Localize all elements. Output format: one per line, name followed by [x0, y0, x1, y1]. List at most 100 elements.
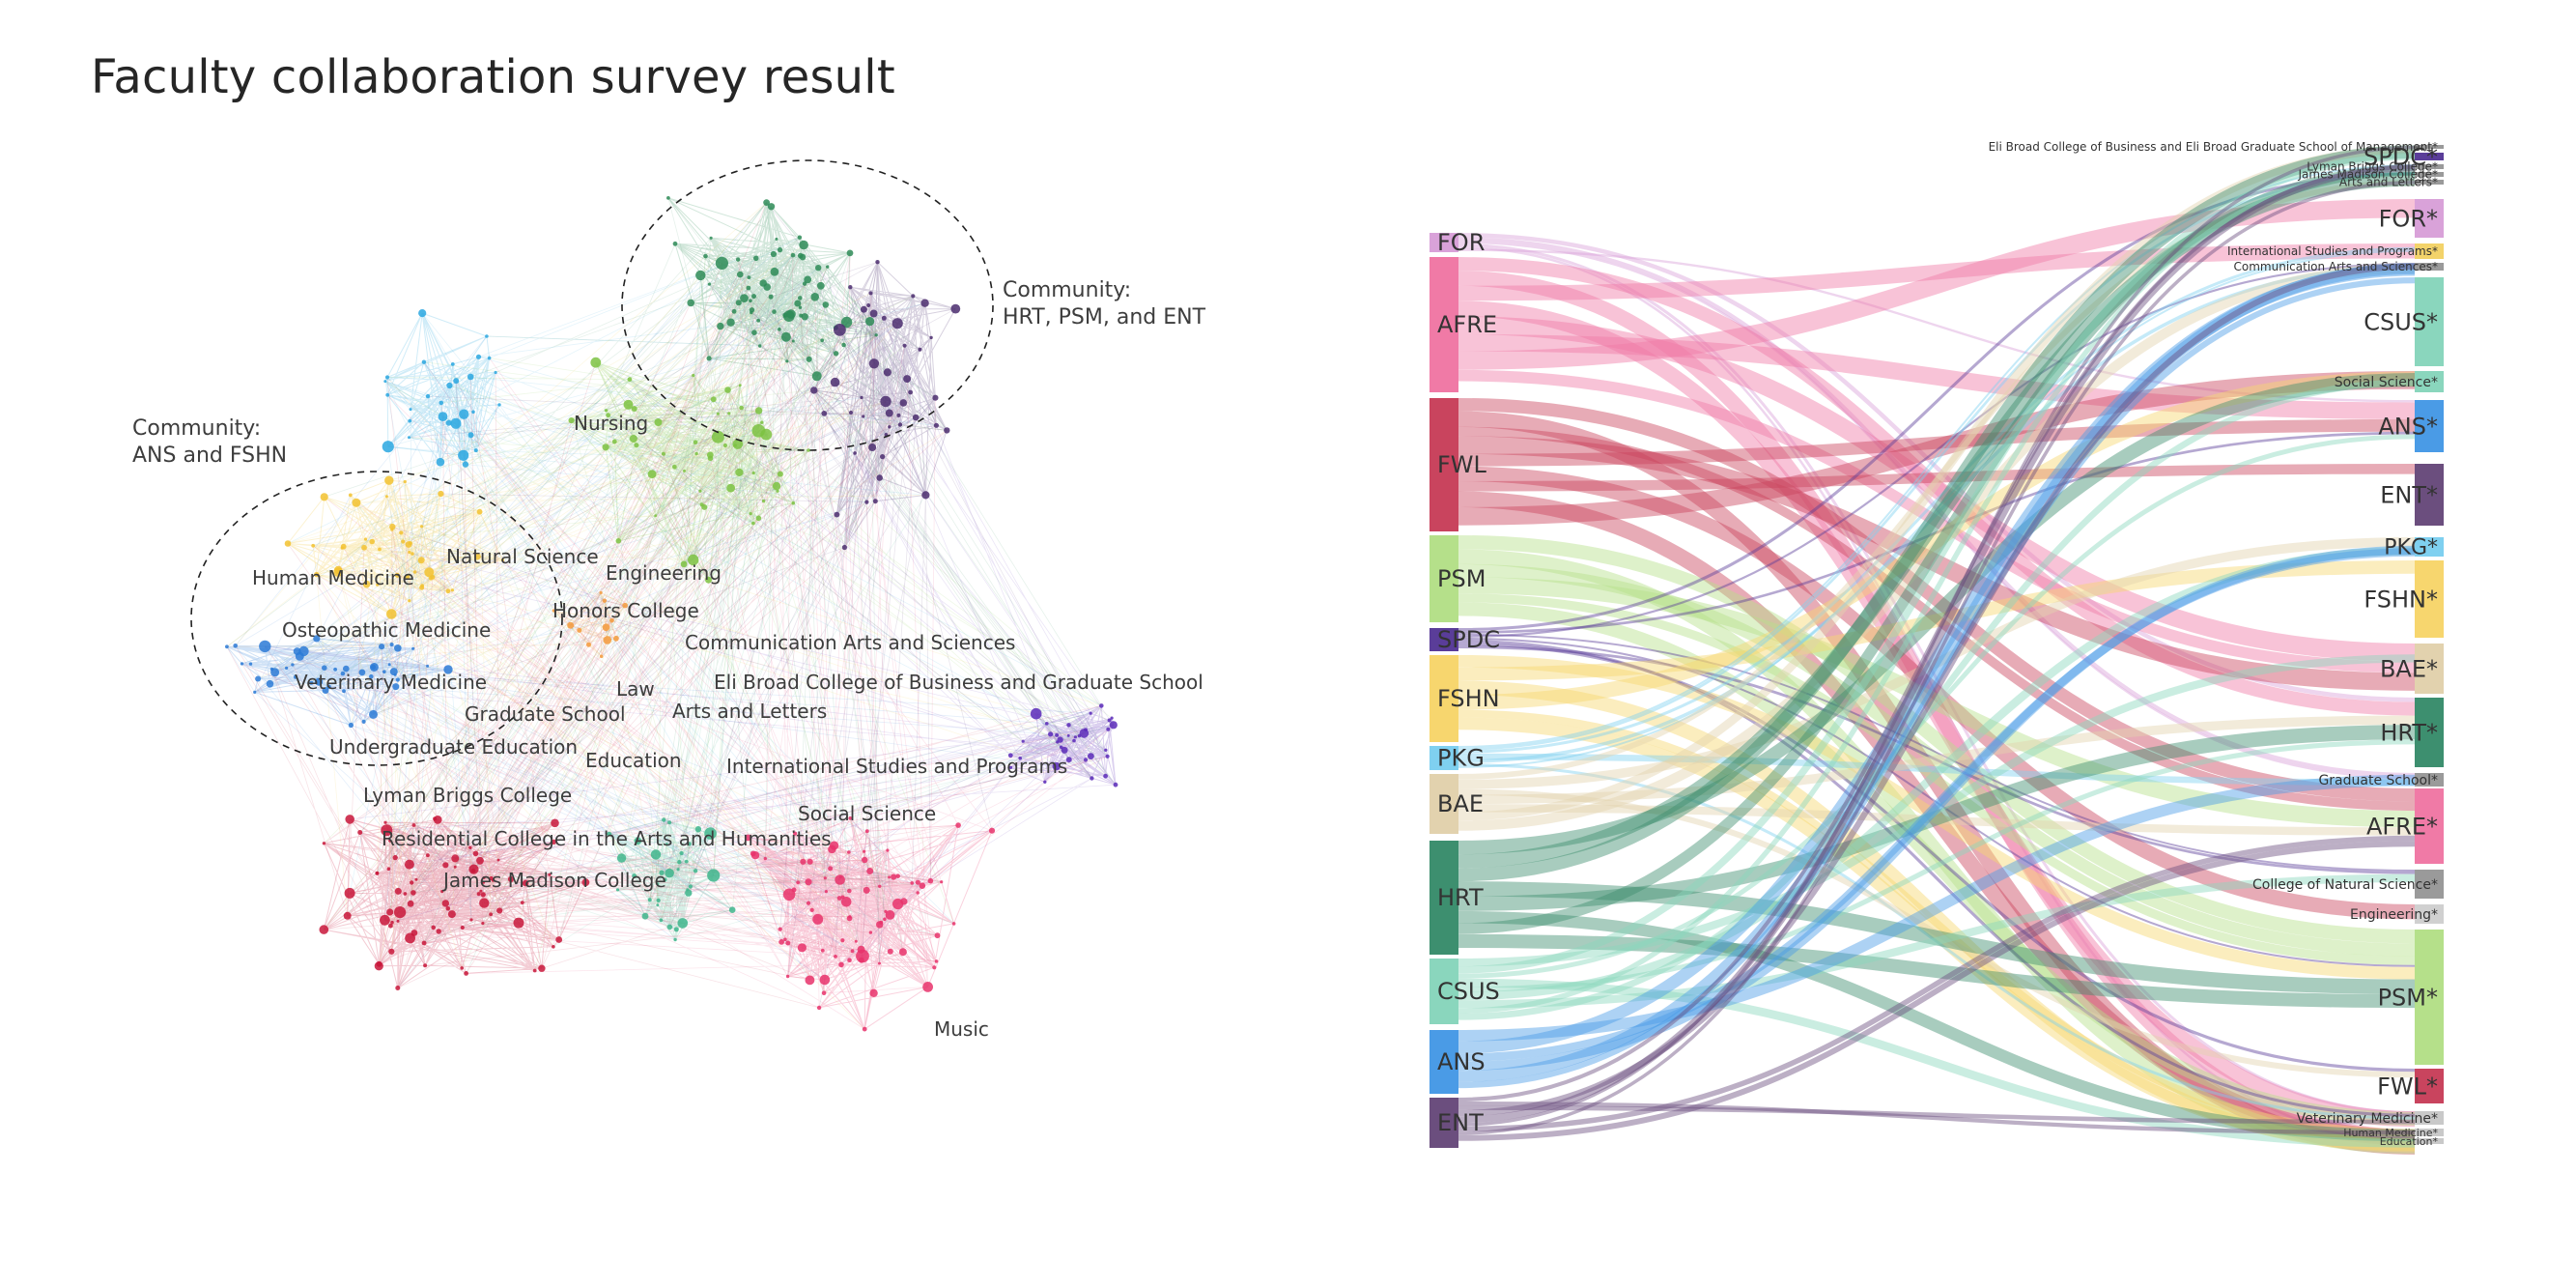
- network-edge-group: [571, 361, 809, 581]
- network-node: [410, 552, 414, 556]
- network-edge-group: [384, 312, 500, 465]
- network-node: [428, 576, 433, 581]
- network-node: [445, 419, 452, 426]
- sankey-right-node: [2415, 698, 2444, 767]
- network-node: [581, 878, 590, 887]
- cluster-label-james-madison-college: James Madison College: [441, 869, 666, 892]
- network-node: [382, 670, 386, 673]
- network-node: [384, 375, 390, 380]
- cluster-label-osteopathic-medicine: Osteopathic Medicine: [282, 618, 491, 642]
- sankey-flow: [1458, 466, 2416, 920]
- sankey-flow: [1458, 756, 2416, 786]
- network-node: [672, 241, 678, 246]
- network-node: [731, 308, 737, 314]
- network-node: [820, 338, 825, 343]
- network-node: [233, 644, 238, 648]
- sankey-flow: [1458, 265, 2416, 763]
- network-node: [394, 906, 407, 919]
- network-node: [403, 892, 408, 896]
- network-node: [395, 677, 400, 682]
- sankey-right-label: SPDC*: [2364, 143, 2438, 170]
- network-node: [847, 958, 852, 962]
- network-node: [749, 299, 752, 302]
- network-node: [1056, 740, 1060, 744]
- network-node: [634, 443, 639, 448]
- network-node: [1061, 746, 1068, 754]
- network-node: [408, 418, 412, 423]
- network-node: [699, 502, 704, 507]
- sankey-right-label: International Studies and Programs*: [2227, 244, 2438, 258]
- sankey-right-node: [2415, 400, 2444, 452]
- network-node: [727, 412, 731, 415]
- network-node: [1106, 727, 1111, 731]
- cluster-label-natural-science: Natural Science: [446, 545, 599, 568]
- network-node: [1045, 722, 1049, 726]
- network-node: [740, 294, 749, 302]
- sankey-left-node-hrt: [1430, 841, 1458, 955]
- sankey-flow: [1458, 639, 2416, 1117]
- network-node: [394, 572, 400, 578]
- sankey-flows: [1458, 145, 2416, 1155]
- network-node: [248, 662, 253, 666]
- network-node: [411, 823, 416, 827]
- community-annotation-hrt-psm-ent: Community: HRT, PSM, and ENT: [1003, 278, 1206, 329]
- cluster-label-communication-arts-and-sciences: Communication Arts and Sciences: [685, 631, 1015, 654]
- network-node: [746, 285, 751, 291]
- network-node: [409, 408, 412, 412]
- network-node: [453, 378, 460, 385]
- network-node: [684, 859, 689, 864]
- sankey-flow: [1458, 933, 2416, 1009]
- network-node: [426, 664, 430, 668]
- network-node: [421, 359, 427, 364]
- sankey-left-node-fshn: [1430, 655, 1458, 742]
- network-node: [841, 342, 846, 348]
- network-node: [405, 574, 410, 579]
- network-node: [627, 377, 633, 383]
- network-node: [507, 875, 515, 883]
- sankey-flow: [1458, 426, 2416, 812]
- network-node: [862, 856, 868, 864]
- network-node: [320, 493, 328, 501]
- network-node: [548, 873, 552, 876]
- network-node: [421, 940, 427, 946]
- sankey-flow: [1458, 372, 2416, 855]
- network-node: [735, 300, 742, 306]
- network-node: [796, 880, 801, 885]
- sankey-right-node: [2415, 164, 2444, 169]
- network-node: [883, 368, 892, 377]
- sankey-flow: [1458, 248, 2416, 403]
- network-node: [333, 567, 343, 577]
- cluster-label-education: Education: [585, 749, 682, 772]
- sankey-flow: [1458, 257, 2416, 716]
- network-node: [801, 313, 808, 321]
- network-node: [791, 501, 796, 505]
- network-node: [641, 912, 649, 920]
- cluster-label-graduate-school: Graduate School: [465, 702, 626, 726]
- sankey-right-node: [2415, 180, 2444, 185]
- network-node: [315, 677, 324, 686]
- network-node: [807, 858, 813, 865]
- network-node: [404, 859, 414, 870]
- network-edge-group: [609, 819, 733, 940]
- sankey-right-node: [2415, 145, 2444, 149]
- network-node: [436, 457, 445, 467]
- sankey-left-label-fshn: FSHN: [1437, 685, 1500, 712]
- sankey-right-node: [2415, 263, 2444, 271]
- network-node: [659, 918, 664, 923]
- network-node: [408, 599, 411, 603]
- network-node: [886, 848, 890, 852]
- network-node: [754, 407, 763, 415]
- sankey-flow: [1458, 654, 2416, 967]
- network-node: [384, 475, 394, 485]
- network-node: [1043, 780, 1047, 784]
- network-node: [602, 444, 609, 451]
- network-node: [778, 939, 784, 945]
- network-node: [853, 451, 857, 455]
- sankey-left-node-for: [1430, 233, 1458, 252]
- network-node: [611, 439, 617, 444]
- network-edge-group: [813, 261, 956, 548]
- sankey-right-node: [2415, 904, 2444, 924]
- network-node: [915, 879, 921, 885]
- network-node: [875, 260, 880, 265]
- network-node: [485, 334, 489, 338]
